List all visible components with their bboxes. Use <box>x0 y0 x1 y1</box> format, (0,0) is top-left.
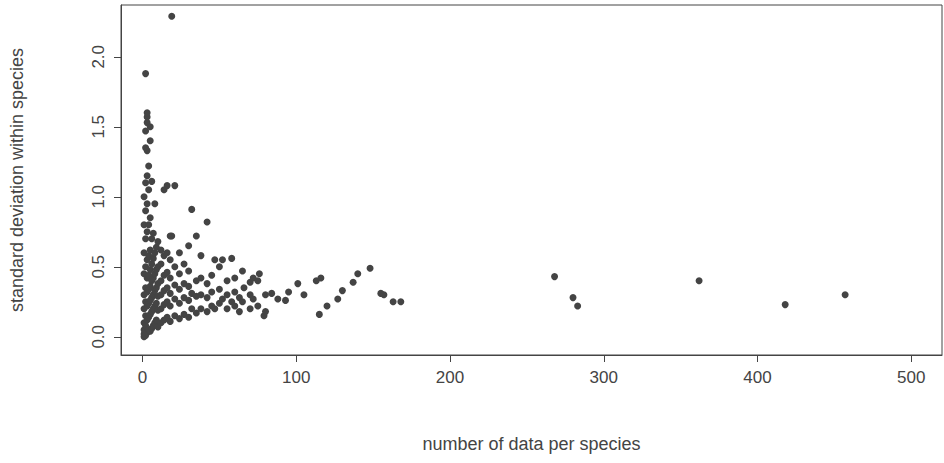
svg-text:standard deviation within spec: standard deviation within species <box>7 48 27 312</box>
svg-text:0.5: 0.5 <box>89 255 108 279</box>
svg-text:number of data per species: number of data per species <box>422 434 640 454</box>
svg-text:1.0: 1.0 <box>89 185 108 209</box>
svg-text:2.0: 2.0 <box>89 45 108 69</box>
svg-text:400: 400 <box>743 368 771 387</box>
svg-text:100: 100 <box>282 368 310 387</box>
svg-text:0: 0 <box>138 368 147 387</box>
svg-text:1.5: 1.5 <box>89 115 108 139</box>
svg-text:200: 200 <box>436 368 464 387</box>
svg-text:500: 500 <box>897 368 925 387</box>
svg-text:0.0: 0.0 <box>89 325 108 349</box>
svg-text:300: 300 <box>590 368 618 387</box>
